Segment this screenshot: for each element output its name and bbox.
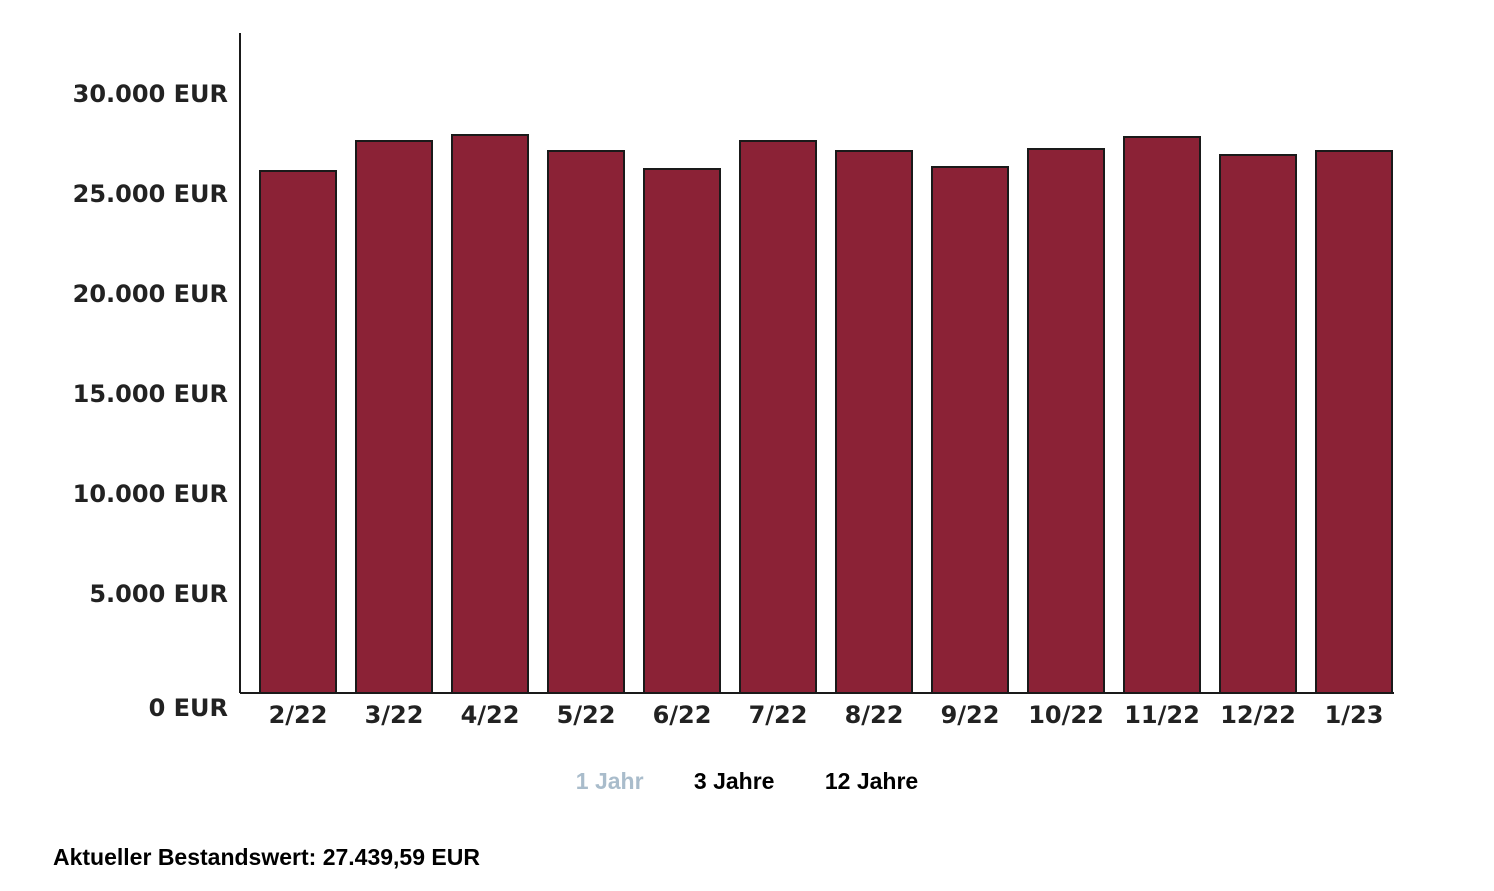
x-tick-label: 10/22 [1028, 701, 1104, 729]
range-selector: 1 Jahr 3 Jahre 12 Jahre [0, 768, 1494, 795]
range-12-years-link[interactable]: 12 Jahre [824, 768, 919, 794]
bar [1219, 154, 1297, 694]
x-tick-label: 8/22 [845, 701, 904, 729]
bar [451, 134, 529, 694]
x-tick-label: 7/22 [749, 701, 808, 729]
current-stock-value: Aktueller Bestandswert: 27.439,59 EUR [53, 844, 480, 870]
x-tick-label: 2/22 [269, 701, 328, 729]
bar-chart: 0 EUR 5.000 EUR 10.000 EUR 15.000 EUR 20.000… [73, 33, 1394, 729]
bar [1027, 148, 1105, 694]
bar [355, 140, 433, 694]
range-1-year-link[interactable]: 1 Jahr [575, 768, 644, 794]
x-tick-label: 6/22 [653, 701, 712, 729]
y-tick-label: 25.000 EUR [73, 180, 228, 208]
x-tick-label: 1/23 [1325, 701, 1384, 729]
bar [739, 140, 817, 694]
bar [1315, 150, 1393, 694]
y-tick-label: 5.000 EUR [89, 580, 228, 608]
y-tick-label: 15.000 EUR [73, 380, 228, 408]
y-tick-label: 10.000 EUR [73, 480, 228, 508]
x-axis-ticks: 2/22 3/22 4/22 5/22 6/22 7/22 8/22 9/22 10/22 11/… [269, 701, 1384, 729]
y-axis-ticks: 0 EUR 5.000 EUR 10.000 EUR 15.000 EUR 20.000… [73, 80, 228, 722]
bar [643, 168, 721, 694]
x-tick-label: 5/22 [557, 701, 616, 729]
bar [1123, 136, 1201, 694]
x-tick-label: 12/22 [1220, 701, 1296, 729]
bar [835, 150, 913, 694]
y-tick-label: 30.000 EUR [73, 80, 228, 108]
x-tick-label: 3/22 [365, 701, 424, 729]
y-tick-label: 20.000 EUR [73, 280, 228, 308]
y-tick-label: 0 EUR [149, 694, 228, 722]
bars [259, 134, 1393, 694]
x-tick-label: 11/22 [1124, 701, 1200, 729]
x-tick-label: 9/22 [941, 701, 1000, 729]
bar [931, 166, 1009, 694]
range-3-years-link[interactable]: 3 Jahre [693, 768, 775, 794]
bar [259, 170, 337, 694]
bar [547, 150, 625, 694]
x-tick-label: 4/22 [461, 701, 520, 729]
